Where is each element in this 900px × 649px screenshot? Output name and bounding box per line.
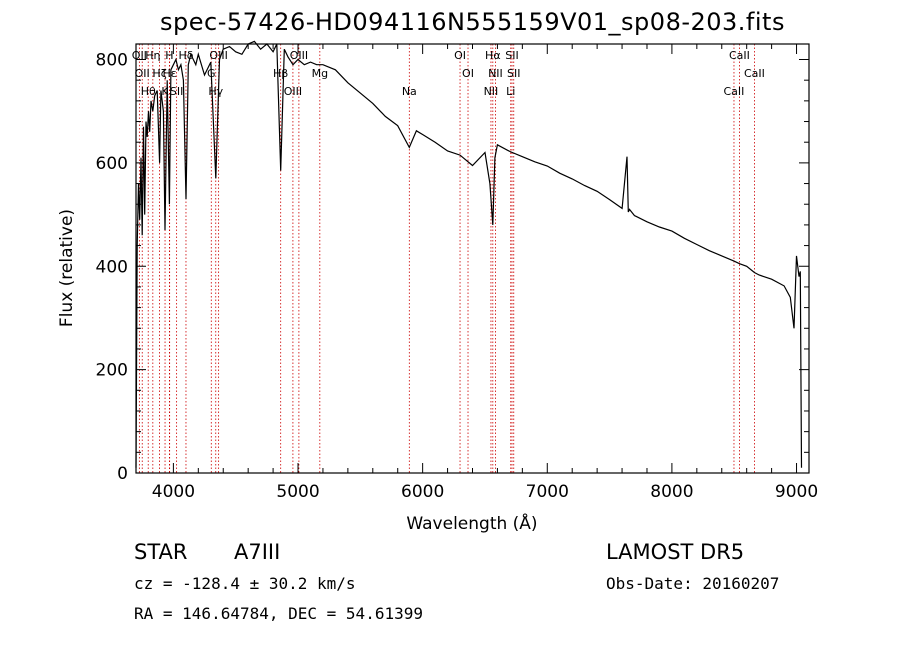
line-marker-label: SII xyxy=(505,49,518,62)
x-tick-label: 7000 xyxy=(526,482,569,502)
line-marker-label: H xyxy=(165,49,173,62)
line-marker-label: Hβ xyxy=(273,67,288,80)
line-marker-label: K xyxy=(161,85,169,98)
line-marker-label: NII xyxy=(488,67,503,80)
y-tick-label: 0 xyxy=(117,464,128,484)
plot-frame xyxy=(135,43,810,474)
line-marker-label: Mg xyxy=(312,67,328,80)
y-axis: 0 200 400 600 800 xyxy=(96,51,809,484)
line-marker-label: Hζ xyxy=(152,67,166,80)
chart-title: spec-57426-HD094116N555159V01_sp08-203.f… xyxy=(160,8,785,36)
line-marker-label: SII xyxy=(170,85,183,98)
redshift-cz: cz = -128.4 ± 30.2 km/s xyxy=(134,574,356,593)
line-marker-label: OIII xyxy=(290,49,308,62)
x-axis-label: Wavelength (Å) xyxy=(406,512,537,534)
line-marker-label: Hα xyxy=(485,49,501,62)
x-tick-label: 9000 xyxy=(775,482,818,502)
object-class: STAR xyxy=(134,540,188,564)
y-tick-label: 400 xyxy=(96,257,128,277)
survey-name: LAMOST DR5 xyxy=(606,540,745,564)
y-tick-label: 200 xyxy=(96,361,128,381)
line-marker-label: OII xyxy=(135,67,150,80)
line-marker-label: OIII xyxy=(284,85,302,98)
line-marker-label: Hε xyxy=(163,67,177,80)
y-axis-label: Flux (relative) xyxy=(57,209,77,327)
spectrum-line xyxy=(135,40,803,468)
object-subclass: A7III xyxy=(234,540,281,564)
line-marker-label: Hγ xyxy=(208,85,223,98)
x-tick-label: 8000 xyxy=(650,482,693,502)
line-marker-labels: OIIOIIHθHηHζKHHεSIIHδGHγOIIIHβOIIIOIIIMg… xyxy=(132,49,765,98)
x-axis: 4000 5000 6000 7000 8000 9000 xyxy=(152,44,818,502)
line-markers xyxy=(138,44,755,473)
line-marker-label: CaII xyxy=(744,67,765,80)
line-marker-label: CaII xyxy=(724,85,745,98)
x-tick-label: 5000 xyxy=(276,482,319,502)
x-tick-label: 6000 xyxy=(401,482,444,502)
line-marker-label: Hθ xyxy=(141,85,156,98)
line-marker-label: SII xyxy=(507,67,520,80)
y-tick-label: 600 xyxy=(96,154,128,174)
x-tick-label: 4000 xyxy=(152,482,195,502)
line-marker-label: Na xyxy=(402,85,417,98)
line-marker-label: OI xyxy=(454,49,466,62)
line-marker-label: Li xyxy=(506,85,515,98)
line-marker-label: CaII xyxy=(729,49,750,62)
obs-date: Obs-Date: 20160207 xyxy=(606,574,780,593)
line-marker-label: NII xyxy=(484,85,499,98)
line-marker-label: OI xyxy=(462,67,474,80)
line-marker-label: OIII xyxy=(209,49,227,62)
coordinates: RA = 146.64784, DEC = 54.61399 xyxy=(134,604,423,623)
line-marker-label: Hη xyxy=(145,49,160,62)
y-tick-label: 800 xyxy=(96,51,128,71)
